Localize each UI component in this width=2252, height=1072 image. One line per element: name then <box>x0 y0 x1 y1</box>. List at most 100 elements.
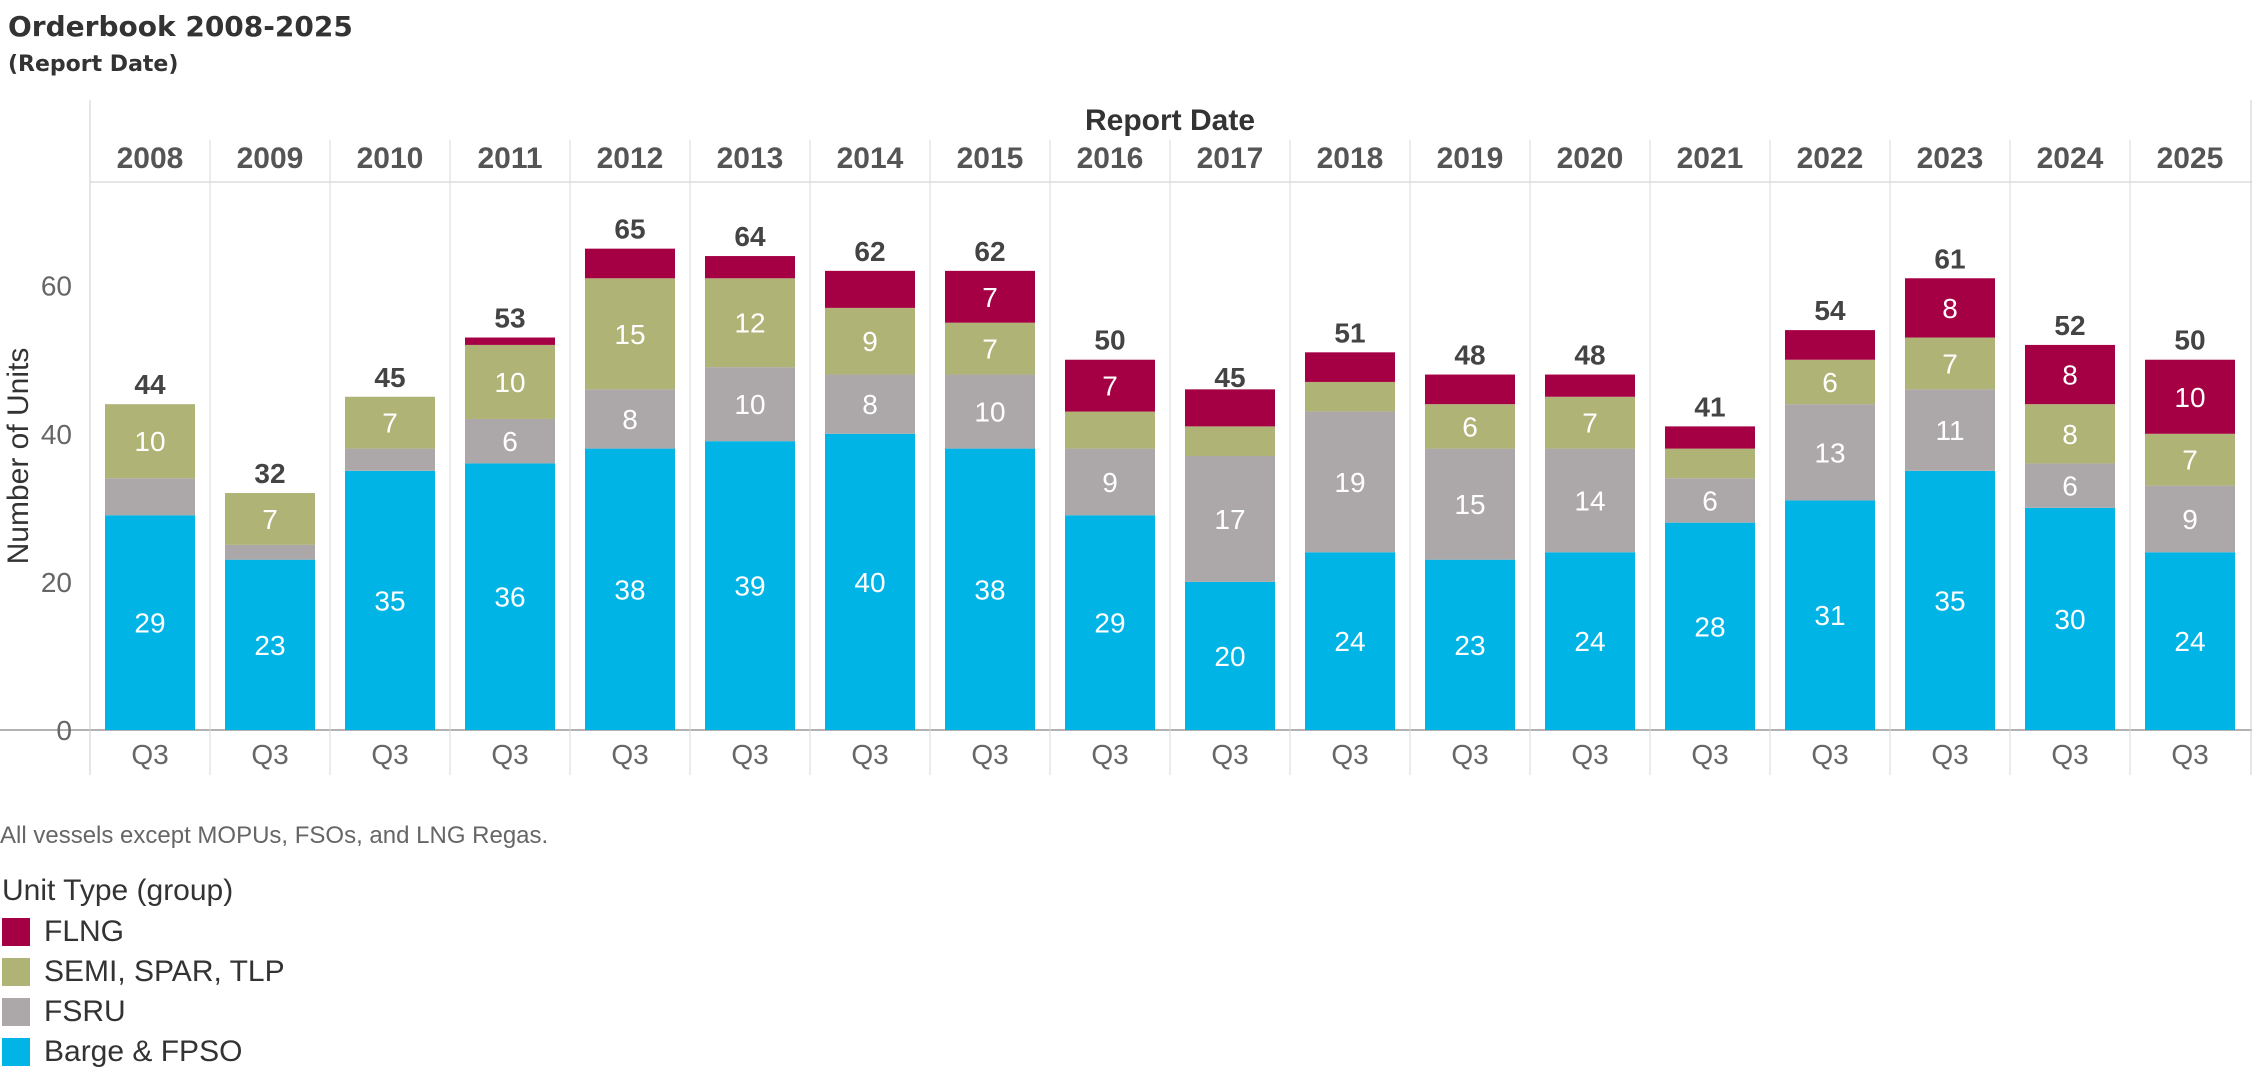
bar-segment <box>1665 522 1755 730</box>
segment-label: 6 <box>2062 471 2078 502</box>
legend-swatch-flng <box>2 918 30 946</box>
bar-segment <box>585 389 675 449</box>
segment-label: 7 <box>982 334 998 365</box>
segment-label: 8 <box>1942 293 1958 324</box>
y-tick-label: 60 <box>41 271 72 302</box>
segment-label: 24 <box>2174 626 2205 657</box>
bar-segment <box>1425 559 1515 730</box>
bar-segment <box>105 515 195 730</box>
segment-label: 17 <box>1214 504 1245 535</box>
y-axis-label: Number of Units <box>2 348 35 565</box>
segment-label: 39 <box>734 571 765 602</box>
segment-label: 15 <box>614 319 645 350</box>
bar-segment <box>1425 374 1515 405</box>
legend-item-barge-fpso[interactable]: Barge & FPSO <box>2 1032 285 1072</box>
bar-segment <box>1545 552 1635 730</box>
total-label: 62 <box>974 236 1005 267</box>
quarter-label: Q3 <box>611 739 648 770</box>
total-label: 32 <box>254 458 285 489</box>
quarter-label: Q3 <box>1091 739 1128 770</box>
legend-item-semi-spar-tlp[interactable]: SEMI, SPAR, TLP <box>2 952 285 992</box>
segment-label: 10 <box>974 397 1005 428</box>
legend-swatch-semi-spar-tlp <box>2 958 30 986</box>
segment-label: 9 <box>1102 467 1118 498</box>
segment-label: 24 <box>1574 626 1605 657</box>
bar-segment <box>2145 433 2235 486</box>
bar-segment <box>225 493 315 545</box>
quarter-label: Q3 <box>1811 739 1848 770</box>
year-label: 2014 <box>837 142 904 175</box>
bar-segment <box>1905 337 1995 390</box>
segment-label: 7 <box>982 282 998 313</box>
year-label: 2011 <box>477 142 542 175</box>
bar-segment <box>1905 389 1995 471</box>
bar-segment <box>1905 278 1995 338</box>
bar-segment <box>825 307 915 375</box>
legend-label: FLNG <box>44 915 125 948</box>
bar-segment <box>1545 374 1635 397</box>
top-axis-label: Report Date <box>1085 104 1255 137</box>
bar-segment <box>1665 448 1755 479</box>
total-label: 41 <box>1694 391 1725 422</box>
year-label: 2008 <box>117 142 184 175</box>
legend-item-fsru[interactable]: FSRU <box>2 992 285 1032</box>
total-label: 53 <box>494 303 525 334</box>
segment-label: 7 <box>1582 408 1598 439</box>
total-label: 65 <box>614 214 645 245</box>
bar-segment <box>225 544 315 560</box>
bar-segment <box>2025 404 2115 464</box>
bar-segment <box>465 463 555 730</box>
quarter-label: Q3 <box>131 739 168 770</box>
segment-label: 12 <box>734 308 765 339</box>
segment-label: 38 <box>974 574 1005 605</box>
segment-label: 7 <box>1102 371 1118 402</box>
year-label: 2024 <box>2037 142 2104 175</box>
year-label: 2017 <box>1197 142 1264 175</box>
segment-label: 38 <box>614 574 645 605</box>
legend-item-flng[interactable]: FLNG <box>2 912 285 952</box>
bar-segment <box>1785 404 1875 501</box>
year-label: 2019 <box>1437 142 1504 175</box>
year-label: 2018 <box>1317 142 1384 175</box>
bar-segment <box>2025 507 2115 730</box>
total-label: 62 <box>854 236 885 267</box>
segment-label: 35 <box>1934 585 1965 616</box>
legend-swatch-barge-fpso <box>2 1038 30 1066</box>
year-label: 2025 <box>2157 142 2224 175</box>
quarter-label: Q3 <box>1931 739 1968 770</box>
bar-segment <box>825 270 915 308</box>
bar-segment <box>1065 448 1155 516</box>
segment-label: 7 <box>1942 348 1958 379</box>
quarter-label: Q3 <box>731 739 768 770</box>
segment-label: 28 <box>1694 611 1725 642</box>
bar-segment <box>825 433 915 730</box>
quarter-label: Q3 <box>1451 739 1488 770</box>
year-label: 2013 <box>717 142 784 175</box>
segment-label: 8 <box>862 389 878 420</box>
segment-label: 19 <box>1334 467 1365 498</box>
quarter-label: Q3 <box>251 739 288 770</box>
segment-label: 9 <box>2182 504 2198 535</box>
year-label: 2023 <box>1917 142 1984 175</box>
segment-label: 30 <box>2054 604 2085 635</box>
segment-label: 35 <box>374 585 405 616</box>
bar-segment <box>585 248 675 279</box>
bar-segment <box>345 448 435 471</box>
bar-segment <box>345 396 435 449</box>
segment-label: 29 <box>134 608 165 639</box>
bar-segment <box>105 404 195 479</box>
segment-label: 6 <box>1462 411 1478 442</box>
year-label: 2022 <box>1797 142 1864 175</box>
total-label: 48 <box>1574 340 1605 371</box>
bar-segment <box>1785 500 1875 730</box>
total-label: 64 <box>734 221 766 252</box>
segment-label: 20 <box>1214 641 1245 672</box>
bar-segment <box>465 337 555 345</box>
bar-segment <box>1785 359 1875 405</box>
bar-segment <box>1305 352 1395 382</box>
bar-segment <box>1065 515 1155 730</box>
quarter-label: Q3 <box>971 739 1008 770</box>
bar-segment <box>225 559 315 730</box>
bar-segment <box>945 374 1035 449</box>
year-label: 2012 <box>597 142 664 175</box>
